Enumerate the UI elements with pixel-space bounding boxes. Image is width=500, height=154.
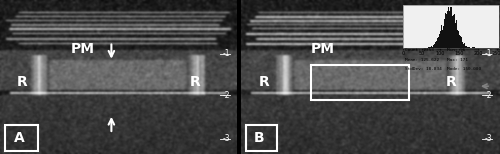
Text: R: R	[259, 75, 270, 89]
Text: B: B	[254, 131, 264, 145]
Text: R: R	[190, 75, 200, 89]
Text: StdDev: 18.834  Mode: 150.000: StdDev: 18.834 Mode: 150.000	[406, 67, 481, 71]
Text: PM: PM	[311, 42, 335, 56]
Polygon shape	[428, 7, 475, 48]
Text: -2: -2	[222, 91, 230, 100]
Text: -2: -2	[484, 91, 492, 100]
Bar	[4, 125, 38, 151]
Text: Count: 2353     Min: 96: Count: 2353 Min: 96	[406, 49, 466, 53]
Bar	[311, 65, 410, 100]
Text: R: R	[446, 75, 456, 89]
Text: A: A	[14, 131, 24, 145]
Text: PM: PM	[71, 42, 95, 56]
Bar	[246, 125, 278, 151]
Text: -1: -1	[222, 49, 230, 58]
Text: -3: -3	[222, 134, 230, 143]
Text: -1: -1	[484, 49, 492, 58]
Text: R: R	[16, 75, 28, 89]
Text: -3: -3	[484, 134, 492, 143]
Text: Mean: 125.622   Max: 171: Mean: 125.622 Max: 171	[406, 58, 468, 62]
